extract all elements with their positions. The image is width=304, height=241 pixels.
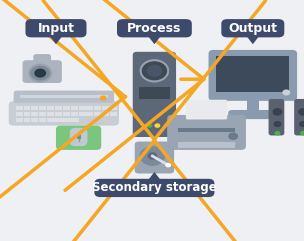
Bar bbox=[178, 128, 235, 132]
FancyBboxPatch shape bbox=[228, 110, 278, 119]
FancyBboxPatch shape bbox=[209, 50, 297, 101]
Circle shape bbox=[147, 123, 152, 128]
Bar bbox=[94, 106, 101, 110]
Bar bbox=[110, 112, 117, 116]
Circle shape bbox=[141, 60, 168, 81]
Bar bbox=[47, 106, 54, 110]
Bar bbox=[63, 112, 70, 116]
Bar bbox=[16, 118, 22, 122]
FancyBboxPatch shape bbox=[167, 115, 246, 150]
FancyBboxPatch shape bbox=[14, 91, 114, 103]
FancyBboxPatch shape bbox=[294, 99, 304, 135]
Text: Secondary storage: Secondary storage bbox=[92, 181, 217, 194]
Bar bbox=[23, 106, 30, 110]
Bar bbox=[102, 106, 109, 110]
Circle shape bbox=[298, 108, 304, 116]
Bar bbox=[49, 118, 79, 122]
Polygon shape bbox=[148, 172, 160, 180]
Circle shape bbox=[140, 146, 165, 166]
Bar bbox=[23, 112, 30, 116]
Text: Input: Input bbox=[37, 22, 74, 35]
Circle shape bbox=[228, 132, 238, 140]
Bar bbox=[77, 135, 81, 139]
Bar bbox=[16, 112, 22, 116]
Circle shape bbox=[147, 65, 162, 77]
FancyBboxPatch shape bbox=[9, 101, 119, 126]
Bar bbox=[63, 106, 70, 110]
Circle shape bbox=[154, 123, 160, 128]
FancyBboxPatch shape bbox=[33, 54, 51, 62]
Bar bbox=[216, 56, 289, 92]
FancyBboxPatch shape bbox=[26, 19, 87, 37]
FancyBboxPatch shape bbox=[22, 60, 62, 83]
Bar bbox=[31, 106, 38, 110]
Circle shape bbox=[274, 121, 282, 127]
Circle shape bbox=[165, 163, 171, 167]
Bar bbox=[16, 106, 22, 110]
FancyBboxPatch shape bbox=[14, 97, 114, 106]
Bar bbox=[63, 118, 70, 122]
Polygon shape bbox=[247, 37, 259, 44]
Bar bbox=[47, 118, 54, 122]
Bar bbox=[39, 106, 46, 110]
FancyBboxPatch shape bbox=[117, 19, 192, 37]
FancyBboxPatch shape bbox=[135, 141, 174, 174]
Circle shape bbox=[299, 121, 304, 127]
Circle shape bbox=[300, 131, 304, 135]
Bar bbox=[94, 112, 101, 116]
Text: Process: Process bbox=[127, 22, 181, 35]
Bar bbox=[110, 106, 117, 110]
Circle shape bbox=[272, 108, 282, 116]
Circle shape bbox=[34, 68, 46, 78]
Bar bbox=[87, 106, 93, 110]
FancyBboxPatch shape bbox=[186, 100, 227, 120]
Bar bbox=[39, 112, 46, 116]
Bar bbox=[55, 112, 62, 116]
FancyBboxPatch shape bbox=[133, 52, 176, 137]
Polygon shape bbox=[148, 37, 160, 44]
Bar bbox=[31, 112, 38, 116]
Bar bbox=[55, 118, 62, 122]
Bar bbox=[178, 141, 235, 148]
FancyBboxPatch shape bbox=[56, 126, 101, 150]
Bar bbox=[71, 112, 78, 116]
Bar bbox=[102, 112, 109, 116]
Bar bbox=[87, 112, 93, 116]
Bar bbox=[39, 118, 46, 122]
Circle shape bbox=[282, 89, 290, 95]
Bar bbox=[31, 118, 38, 122]
Bar bbox=[19, 95, 108, 98]
Bar bbox=[71, 118, 78, 122]
Bar bbox=[79, 106, 85, 110]
Circle shape bbox=[100, 95, 107, 101]
FancyBboxPatch shape bbox=[94, 179, 214, 197]
Bar bbox=[55, 106, 62, 110]
Bar bbox=[139, 87, 170, 99]
Circle shape bbox=[147, 152, 157, 160]
FancyBboxPatch shape bbox=[268, 99, 284, 135]
FancyBboxPatch shape bbox=[70, 128, 88, 146]
Polygon shape bbox=[50, 37, 62, 44]
Bar bbox=[71, 106, 78, 110]
FancyBboxPatch shape bbox=[221, 19, 284, 37]
Bar bbox=[47, 112, 54, 116]
Bar bbox=[23, 118, 30, 122]
Circle shape bbox=[275, 131, 280, 135]
Bar bbox=[79, 112, 85, 116]
Bar bbox=[247, 100, 259, 111]
Circle shape bbox=[29, 65, 51, 81]
Text: Output: Output bbox=[228, 22, 277, 35]
